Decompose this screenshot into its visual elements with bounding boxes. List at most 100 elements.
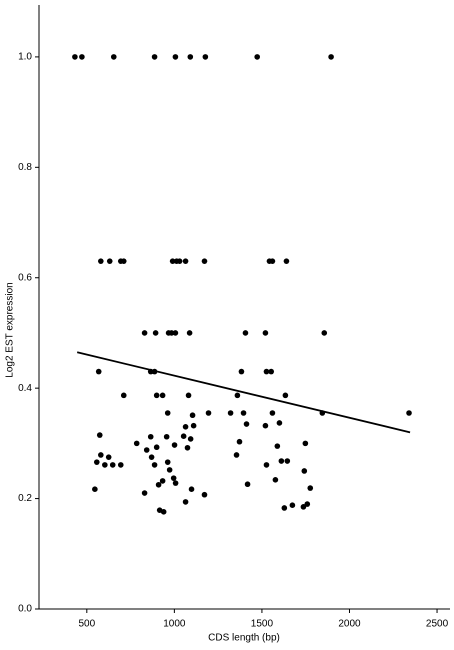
- point: [72, 54, 78, 60]
- point: [159, 392, 166, 399]
- point: [169, 258, 176, 264]
- point: [143, 447, 150, 453]
- point: [205, 410, 212, 416]
- point: [186, 330, 193, 336]
- point: [155, 481, 162, 488]
- point: [170, 475, 177, 481]
- point: [187, 436, 194, 442]
- point: [233, 452, 240, 458]
- point: [284, 458, 291, 464]
- point: [202, 54, 209, 60]
- point: [254, 54, 260, 60]
- point: [406, 410, 412, 416]
- point: [98, 258, 104, 264]
- point: [168, 330, 175, 336]
- point: [243, 421, 250, 427]
- point: [184, 444, 191, 451]
- point: [110, 54, 117, 60]
- trend-line: [76, 351, 411, 434]
- point: [172, 480, 179, 486]
- point: [79, 54, 85, 60]
- point: [182, 499, 189, 505]
- point: [180, 433, 187, 439]
- point: [164, 459, 171, 465]
- point: [185, 392, 192, 399]
- point: [117, 462, 124, 468]
- x-tick-label: 2000: [338, 619, 361, 630]
- point: [283, 258, 290, 264]
- point: [262, 422, 269, 429]
- point: [272, 477, 279, 483]
- point: [151, 462, 158, 468]
- point: [93, 459, 100, 465]
- point: [300, 504, 307, 510]
- point: [242, 330, 249, 336]
- point: [281, 505, 288, 511]
- point: [153, 444, 160, 451]
- point: [141, 330, 148, 336]
- point: [95, 368, 102, 375]
- point: [163, 433, 170, 440]
- point: [236, 438, 243, 445]
- y-tick-label: 1.0: [18, 52, 32, 63]
- point: [176, 258, 183, 264]
- y-axis-label: Log2 EST expression: [5, 282, 16, 377]
- point: [109, 462, 116, 468]
- point: [304, 501, 311, 507]
- x-tick-label: 1500: [251, 619, 274, 630]
- point: [171, 442, 178, 448]
- point: [238, 368, 245, 375]
- point: [262, 330, 269, 336]
- point: [234, 392, 241, 399]
- point: [321, 330, 328, 336]
- point: [187, 54, 194, 60]
- point: [201, 258, 208, 264]
- point: [244, 481, 251, 488]
- point: [274, 443, 281, 449]
- point: [289, 502, 296, 509]
- point: [189, 412, 196, 419]
- y-tick-label: 0.6: [18, 272, 32, 283]
- point: [147, 433, 154, 440]
- x-axis-label: CDS length (bp): [208, 633, 280, 644]
- point: [166, 467, 173, 473]
- point: [105, 454, 112, 460]
- point: [98, 452, 104, 458]
- point: [307, 485, 314, 491]
- point: [227, 410, 234, 416]
- point: [240, 410, 247, 416]
- x-tick-label: 2500: [426, 619, 449, 630]
- point: [164, 410, 171, 416]
- x-tick-label: 500: [78, 619, 95, 630]
- point: [159, 478, 166, 484]
- point: [328, 54, 334, 60]
- y-tick-label: 0.0: [18, 604, 32, 615]
- point: [201, 491, 208, 498]
- point: [263, 462, 270, 468]
- point: [269, 410, 276, 416]
- y-tick-label: 0.8: [18, 162, 32, 173]
- point: [282, 392, 289, 399]
- point: [172, 54, 179, 60]
- point: [190, 422, 197, 429]
- point: [172, 330, 179, 336]
- point: [188, 486, 195, 492]
- point: [133, 440, 140, 447]
- point: [106, 258, 113, 264]
- point: [120, 258, 127, 264]
- point: [276, 420, 283, 426]
- point: [263, 368, 270, 375]
- point: [302, 440, 309, 447]
- point: [269, 258, 276, 264]
- point: [141, 490, 148, 496]
- point: [301, 468, 308, 474]
- point: [96, 432, 103, 438]
- y-tick-label: 0.4: [18, 383, 32, 394]
- point: [278, 458, 285, 464]
- y-tick-label: 0.2: [18, 493, 32, 504]
- point: [268, 368, 275, 375]
- x-tick-label: 1000: [163, 619, 186, 630]
- point: [120, 392, 127, 399]
- point: [152, 330, 159, 336]
